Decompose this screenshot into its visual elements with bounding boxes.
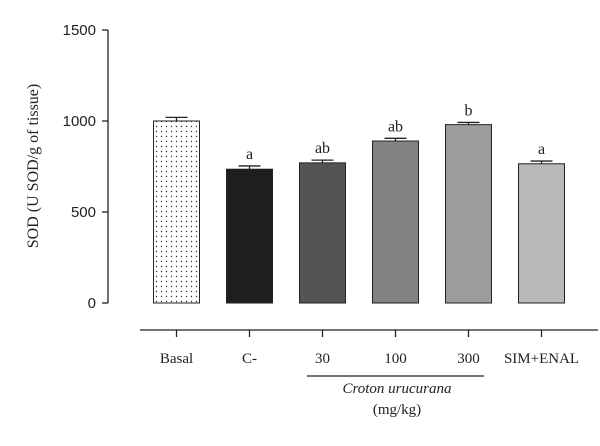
significance-label-1: a bbox=[246, 146, 253, 163]
bar-4 bbox=[445, 124, 492, 304]
y-axis-ticks: 0 500 1000 1500 bbox=[63, 22, 108, 312]
significance-label-3: ab bbox=[388, 118, 403, 135]
x-tick-label-4: 300 bbox=[457, 351, 480, 367]
significance-label-2: ab bbox=[315, 140, 330, 157]
significance-label-5: a bbox=[538, 141, 545, 158]
y-axis-title: SOD (U SOD/g of tissue) bbox=[25, 84, 42, 248]
bar-5 bbox=[518, 163, 565, 304]
x-axis-ticks bbox=[175, 330, 543, 337]
bar-0 bbox=[153, 120, 200, 304]
y-tick-label-500: 500 bbox=[71, 204, 96, 221]
x-tick-label-1: C- bbox=[242, 351, 257, 367]
x-tick-label-0: Basal bbox=[160, 351, 193, 367]
bars-group: a ab ab b a bbox=[153, 102, 565, 304]
x-tick-label-2: 30 bbox=[315, 351, 330, 367]
y-tick-label-1000: 1000 bbox=[63, 113, 96, 130]
x-tick-label-5: SIM+ENAL bbox=[504, 351, 579, 367]
x-tick-label-3: 100 bbox=[384, 351, 407, 367]
group-title: Croton urucurana bbox=[342, 381, 451, 397]
x-axis-labels: Basal C- 30 100 300 SIM+ENAL bbox=[160, 351, 579, 367]
y-tick-label-0: 0 bbox=[88, 295, 96, 312]
bar-2 bbox=[299, 162, 346, 304]
significance-label-4: b bbox=[465, 102, 473, 119]
bar-3 bbox=[372, 140, 419, 304]
bar-1 bbox=[226, 168, 273, 304]
y-tick-label-1500: 1500 bbox=[63, 22, 96, 39]
group-units: (mg/kg) bbox=[373, 402, 421, 418]
